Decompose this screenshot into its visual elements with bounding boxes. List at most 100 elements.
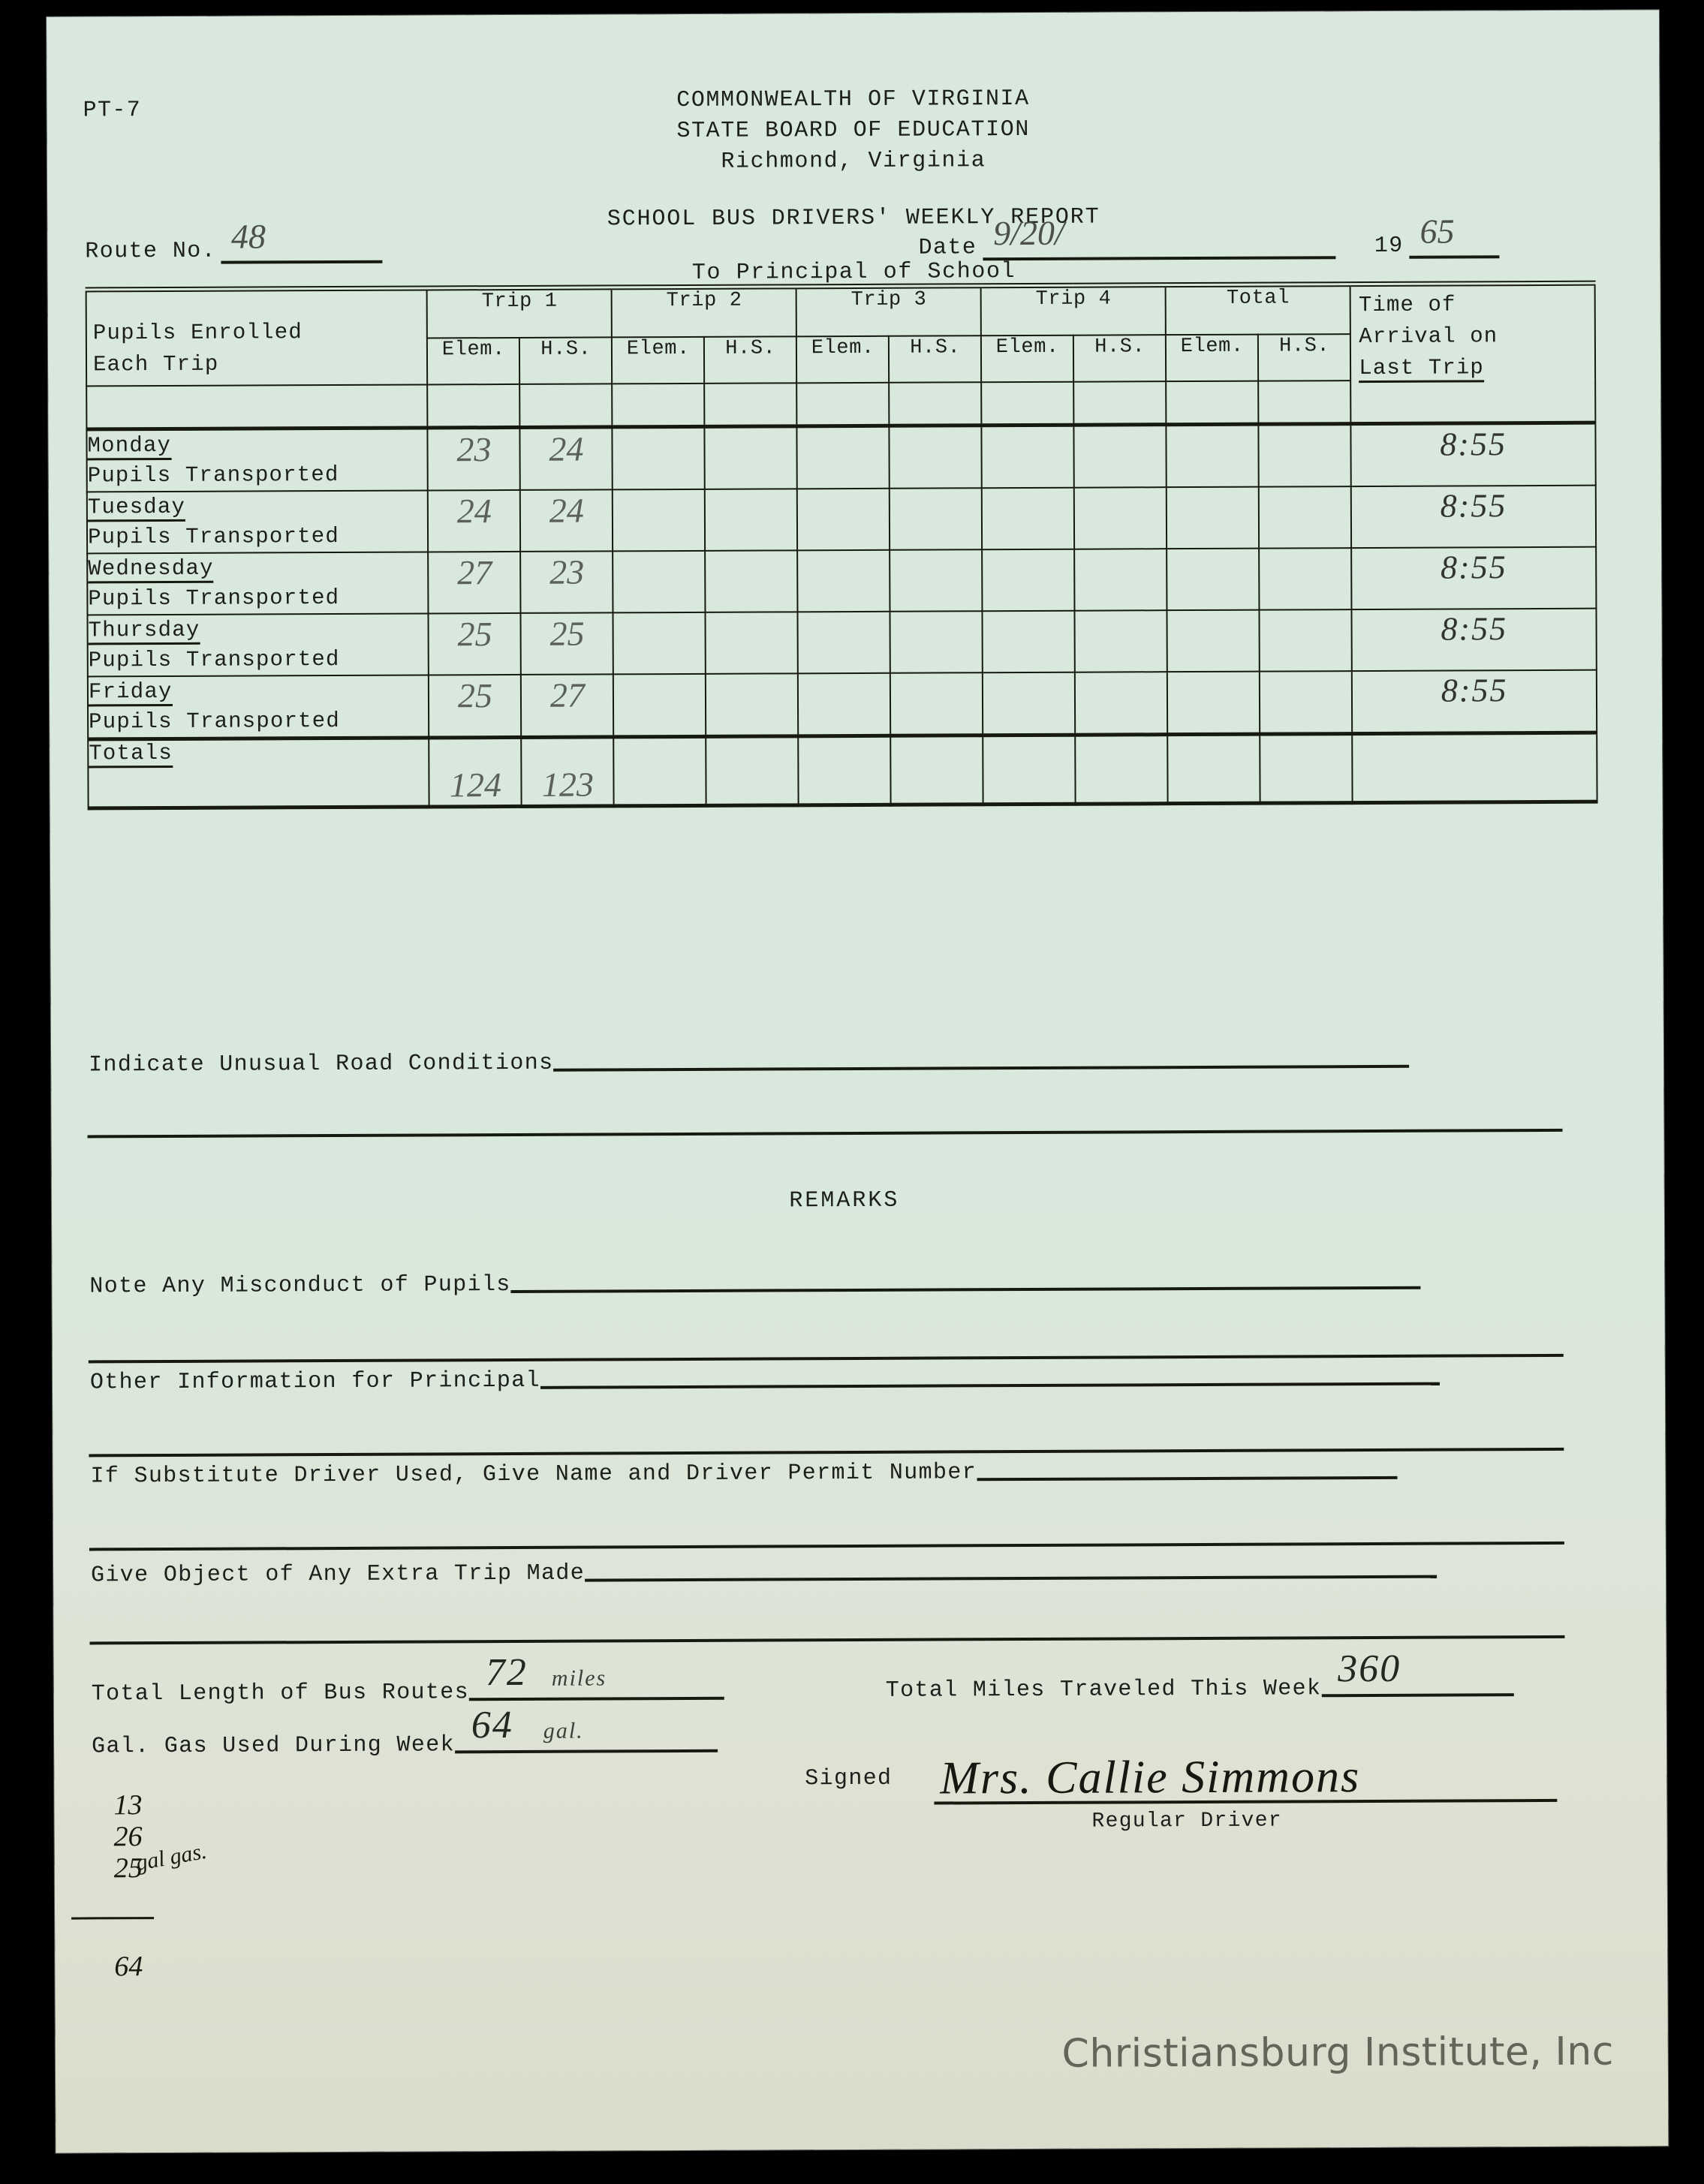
cell-trip1-elem[interactable]: 25	[429, 674, 522, 738]
substitute-driver-label: If Substitute Driver Used, Give Name and…	[90, 1460, 977, 1490]
cell-trip4-elem[interactable]	[982, 610, 1076, 673]
cell-trip1-hs[interactable]: 24	[520, 489, 613, 552]
cell-trip3-elem[interactable]	[797, 611, 891, 674]
misconduct-input[interactable]	[510, 1286, 1421, 1294]
totals-trip1-hs[interactable]: 123	[521, 736, 615, 807]
cell-trip2-hs[interactable]	[706, 673, 799, 737]
totals-trip2-hs[interactable]	[706, 736, 799, 806]
trip-1-hs-header: H.S.	[519, 337, 613, 384]
cell-trip2-hs[interactable]	[705, 489, 798, 551]
road-conditions-input-line2[interactable]	[87, 1128, 1563, 1139]
totals-trip4-elem[interactable]	[983, 735, 1076, 805]
cell-trip3-elem[interactable]	[798, 672, 891, 736]
cell-trip2-elem[interactable]	[613, 673, 706, 737]
cell-trip1-hs[interactable]: 25	[520, 612, 614, 675]
table-header-trips: Pupils Enrolled Each Trip Trip 1 Trip 2 …	[86, 283, 1596, 424]
substitute-driver-input[interactable]	[977, 1476, 1398, 1482]
cell-arrival-time[interactable]: 8:55	[1350, 423, 1596, 487]
cell-trip4-elem[interactable]	[983, 672, 1076, 736]
road-conditions-input[interactable]	[553, 1064, 1410, 1072]
substitute-driver-input-line2[interactable]	[89, 1541, 1564, 1551]
cell-trip2-elem[interactable]	[612, 426, 706, 490]
cell-total-elem[interactable]	[1166, 424, 1260, 488]
gas-used-input[interactable]: 64 gal.	[454, 1704, 718, 1754]
totals-total-elem[interactable]	[1167, 734, 1260, 804]
cell-trip4-elem[interactable]	[981, 425, 1075, 489]
cell-arrival-time[interactable]: 8:55	[1351, 485, 1597, 549]
totals-arrival[interactable]	[1352, 733, 1597, 803]
other-info-input[interactable]	[540, 1382, 1440, 1389]
totals-trip3-hs[interactable]	[890, 735, 983, 805]
cell-trip3-hs[interactable]	[890, 611, 983, 673]
agency-line-3: Richmond, Virginia	[721, 148, 986, 175]
trip-1-header: Trip 1	[427, 287, 613, 338]
cell-trip1-elem[interactable]: 25	[428, 612, 522, 675]
cell-trip2-hs[interactable]	[705, 612, 799, 674]
cell-trip1-hs[interactable]: 23	[520, 551, 613, 613]
spacer-cell	[1258, 381, 1351, 425]
cell-trip3-hs[interactable]	[890, 672, 983, 736]
cell-trip4-hs[interactable]	[1075, 672, 1168, 736]
cell-arrival-time[interactable]: 8:55	[1351, 608, 1597, 672]
miles-traveled-label: Total Miles Traveled This Week	[885, 1676, 1322, 1704]
cell-trip1-hs[interactable]: 27	[521, 674, 614, 738]
total-elem-header: Elem.	[1166, 334, 1259, 382]
trip-3-elem-header: Elem.	[796, 335, 890, 384]
year-field[interactable]: 65	[1409, 212, 1500, 259]
table-row-totals: Totals 124 123	[88, 733, 1597, 808]
route-length-input[interactable]: 72 miles	[468, 1651, 724, 1701]
cell-trip4-hs[interactable]	[1074, 610, 1168, 672]
cell-total-hs[interactable]	[1259, 548, 1352, 610]
totals-trip1-elem[interactable]: 124	[429, 737, 522, 807]
cell-total-hs[interactable]	[1259, 486, 1352, 549]
cell-arrival-time[interactable]: 8:55	[1351, 546, 1597, 610]
extra-trip-input[interactable]	[585, 1575, 1438, 1582]
cell-trip4-hs[interactable]	[1074, 487, 1167, 549]
route-length-value: 72	[485, 1650, 528, 1695]
cell-arrival-time[interactable]: 8:55	[1352, 669, 1597, 734]
spacer-cell	[889, 382, 982, 426]
cell-trip3-hs[interactable]	[890, 549, 983, 612]
cell-trip2-elem[interactable]	[613, 612, 706, 675]
totals-trip4-hs[interactable]	[1075, 734, 1168, 805]
cell-total-elem[interactable]	[1167, 671, 1260, 735]
table-row: Friday Pupils Transported 25 27 8:55	[87, 669, 1597, 739]
cell-trip2-hs[interactable]	[705, 550, 798, 612]
route-length-label: Total Length of Bus Routes	[91, 1680, 470, 1707]
cell-total-hs[interactable]	[1260, 671, 1353, 735]
cell-trip3-hs[interactable]	[889, 425, 983, 489]
cell-trip2-elem[interactable]	[613, 550, 706, 613]
cell-trip3-elem[interactable]	[797, 549, 890, 612]
misconduct-input-line2[interactable]	[88, 1353, 1564, 1364]
cell-trip2-hs[interactable]	[704, 426, 798, 489]
extra-trip-input-line2[interactable]	[89, 1635, 1565, 1645]
date-field[interactable]: 9/20/	[983, 214, 1336, 261]
cell-trip3-elem[interactable]	[797, 488, 890, 551]
cell-total-hs[interactable]	[1258, 423, 1352, 487]
other-info-input-line2[interactable]	[89, 1447, 1564, 1458]
row-sub-label: Pupils Transported	[88, 646, 340, 673]
cell-trip1-elem[interactable]: 27	[428, 551, 521, 614]
cell-total-hs[interactable]	[1259, 609, 1353, 672]
route-number-field[interactable]: 48	[220, 217, 383, 264]
cell-total-elem[interactable]	[1167, 486, 1260, 549]
cell-trip1-hs[interactable]: 24	[519, 426, 613, 490]
road-conditions-field: Indicate Unusual Road Conditions	[89, 1047, 1410, 1078]
cell-total-elem[interactable]	[1167, 548, 1260, 611]
miles-traveled-input[interactable]: 360	[1321, 1647, 1514, 1698]
cell-trip4-elem[interactable]	[982, 487, 1075, 550]
totals-total-hs[interactable]	[1260, 733, 1353, 804]
year-value: 65	[1419, 212, 1455, 251]
cell-trip2-elem[interactable]	[613, 489, 706, 552]
trip-2-header: Trip 2	[612, 286, 797, 338]
cell-trip1-elem[interactable]: 23	[427, 427, 521, 491]
cell-total-elem[interactable]	[1167, 609, 1260, 672]
totals-trip3-elem[interactable]	[798, 736, 891, 805]
cell-trip3-elem[interactable]	[796, 426, 890, 489]
cell-trip4-hs[interactable]	[1073, 424, 1167, 488]
totals-trip2-elem[interactable]	[613, 736, 706, 806]
cell-trip4-elem[interactable]	[982, 549, 1075, 612]
cell-trip1-elem[interactable]: 24	[428, 489, 521, 552]
cell-trip4-hs[interactable]	[1074, 549, 1167, 611]
cell-trip3-hs[interactable]	[890, 488, 983, 550]
